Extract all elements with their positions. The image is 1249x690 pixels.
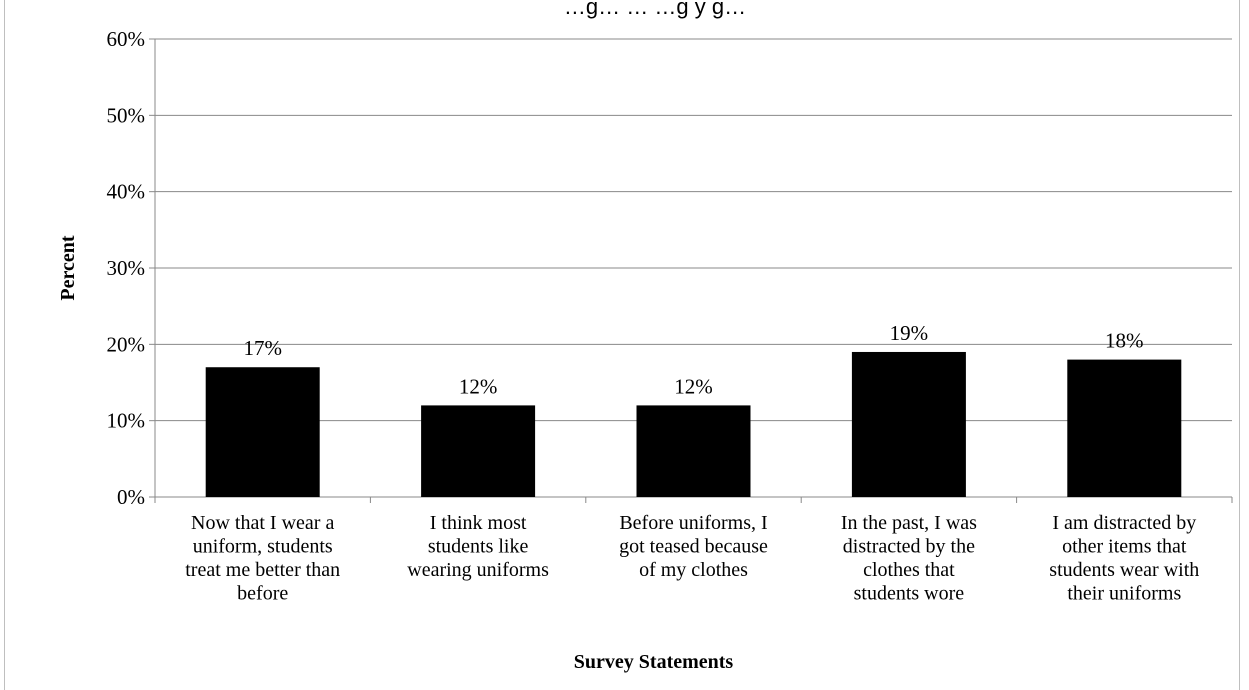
bar-chart: …g… … …g y g… 0% 10% 20% 30% 40% 50% 60% 17% Now… — [5, 0, 1249, 690]
x-axis-title: Survey Statements — [574, 651, 734, 673]
data-label: 12% — [674, 374, 713, 398]
bar — [637, 405, 751, 497]
y-tick-label: 30% — [107, 256, 146, 280]
y-tick-label: 0% — [117, 485, 145, 509]
category-label: I am distracted by other items that studen… — [1049, 512, 1199, 605]
data-label: 17% — [243, 336, 282, 360]
data-label: 19% — [890, 321, 929, 345]
chart-frame: …g… … …g y g… 0% 10% 20% 30% 40% 50% 60% 17% Now… — [4, 0, 1240, 690]
bar — [852, 352, 966, 497]
category-label: Now that I wear a uniform, students treat … — [185, 512, 340, 605]
y-axis-title: Percent — [57, 235, 79, 300]
y-tick-label: 20% — [107, 332, 146, 356]
y-tick-label: 10% — [107, 409, 146, 433]
bar — [1067, 360, 1181, 497]
y-tick-label: 50% — [107, 103, 146, 127]
bar — [206, 367, 320, 497]
category-label: I think most students like wearing uniform… — [407, 512, 549, 581]
chart-title: …g… … …g y g… — [564, 0, 746, 19]
bar — [421, 405, 535, 497]
category-label: In the past, I was distracted by the cloth… — [841, 512, 977, 605]
y-tick-label: 40% — [107, 180, 146, 204]
y-tick-label: 60% — [107, 27, 146, 51]
data-label: 12% — [459, 374, 498, 398]
labels: 0% 10% 20% 30% 40% 50% 60% 17% Now that I wear a… — [107, 27, 1200, 605]
data-label: 18% — [1105, 329, 1144, 353]
